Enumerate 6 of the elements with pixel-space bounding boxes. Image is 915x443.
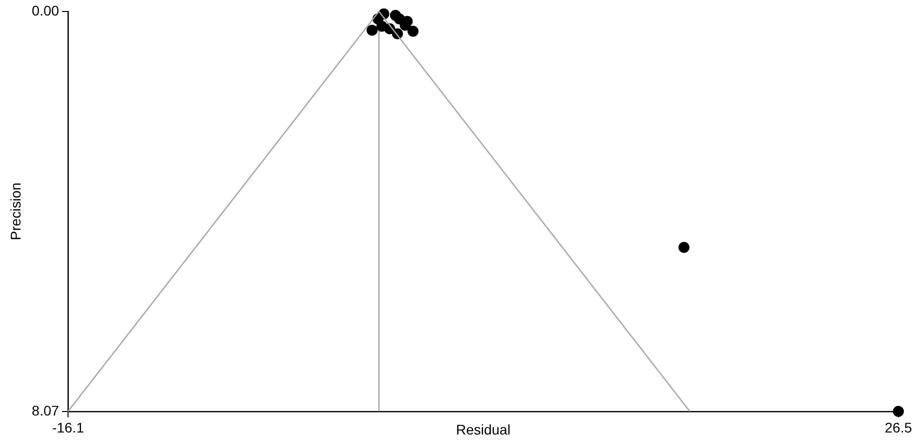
y-tick-label: 8.07 <box>32 402 60 418</box>
x-tick-label: 26.5 <box>884 420 912 436</box>
y-tick-label: 0.00 <box>32 2 60 18</box>
x-axis-title: Residual <box>456 421 510 438</box>
x-tick-label: -16.1 <box>52 420 84 436</box>
y-axis-title: Precision <box>7 182 24 240</box>
